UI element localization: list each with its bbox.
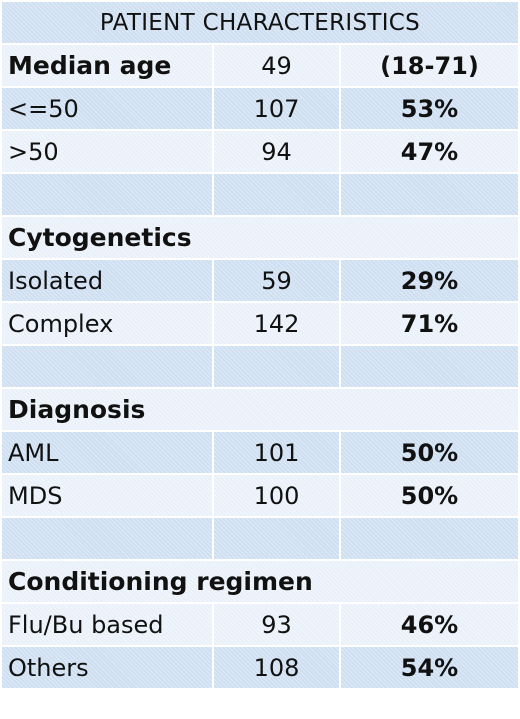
empty-cell: [214, 518, 339, 559]
row-count: 108: [214, 647, 339, 688]
section-heading-row: Cytogenetics: [2, 217, 518, 258]
median-age-value: 49: [214, 45, 339, 86]
row-percent: 47%: [341, 131, 518, 172]
empty-cell: [341, 518, 518, 559]
title-row: PATIENT CHARACTERISTICS: [2, 2, 518, 43]
spacer-row: [2, 346, 518, 387]
cytogenetics-heading: Cytogenetics: [2, 217, 518, 258]
empty-cell: [341, 346, 518, 387]
row-percent: 71%: [341, 303, 518, 344]
row-label: >50: [2, 131, 212, 172]
spacer-row: [2, 174, 518, 215]
section-heading-row: Diagnosis: [2, 389, 518, 430]
row-count: 100: [214, 475, 339, 516]
row-label: MDS: [2, 475, 212, 516]
table-row: Others 108 54%: [2, 647, 518, 688]
median-age-label: Median age: [2, 45, 212, 86]
table-row: MDS 100 50%: [2, 475, 518, 516]
empty-cell: [214, 174, 339, 215]
row-label: <=50: [2, 88, 212, 129]
row-percent: 53%: [341, 88, 518, 129]
row-label: Flu/Bu based: [2, 604, 212, 645]
section-heading-row: Conditioning regimen: [2, 561, 518, 602]
table-row: AML 101 50%: [2, 432, 518, 473]
row-label: Complex: [2, 303, 212, 344]
table-row: >50 94 47%: [2, 131, 518, 172]
patient-characteristics-table: PATIENT CHARACTERISTICS Median age 49 (1…: [2, 2, 518, 688]
row-count: 107: [214, 88, 339, 129]
row-label: AML: [2, 432, 212, 473]
diagnosis-heading: Diagnosis: [2, 389, 518, 430]
empty-cell: [341, 174, 518, 215]
empty-cell: [214, 346, 339, 387]
empty-cell: [2, 518, 212, 559]
row-label: Isolated: [2, 260, 212, 301]
row-count: 101: [214, 432, 339, 473]
row-percent: 46%: [341, 604, 518, 645]
row-percent: 50%: [341, 432, 518, 473]
conditioning-heading: Conditioning regimen: [2, 561, 518, 602]
row-count: 93: [214, 604, 339, 645]
empty-cell: [2, 174, 212, 215]
row-count: 94: [214, 131, 339, 172]
spacer-row: [2, 518, 518, 559]
table-row: <=50 107 53%: [2, 88, 518, 129]
row-percent: 50%: [341, 475, 518, 516]
table-row: Isolated 59 29%: [2, 260, 518, 301]
row-count: 59: [214, 260, 339, 301]
empty-cell: [2, 346, 212, 387]
median-age-row: Median age 49 (18-71): [2, 45, 518, 86]
table-title: PATIENT CHARACTERISTICS: [2, 2, 518, 43]
median-age-range: (18-71): [341, 45, 518, 86]
table-row: Flu/Bu based 93 46%: [2, 604, 518, 645]
row-label: Others: [2, 647, 212, 688]
row-count: 142: [214, 303, 339, 344]
table-row: Complex 142 71%: [2, 303, 518, 344]
row-percent: 54%: [341, 647, 518, 688]
row-percent: 29%: [341, 260, 518, 301]
